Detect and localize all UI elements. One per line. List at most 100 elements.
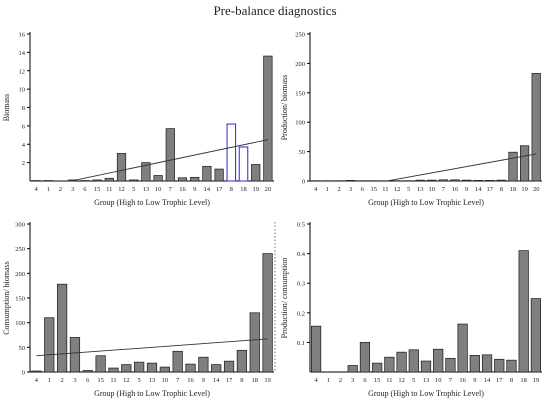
y-tick-label: 100 <box>295 120 305 127</box>
bar <box>177 177 188 182</box>
bar <box>420 360 432 373</box>
x-tick-label: 7 <box>176 377 180 384</box>
bar <box>251 164 261 182</box>
bar <box>57 283 68 373</box>
x-tick-label: 14 <box>204 186 211 193</box>
x-tick-label: 3 <box>71 186 74 193</box>
x-tick-label: 18 <box>251 377 258 384</box>
x-tick-label: 13 <box>143 186 150 193</box>
bar <box>226 123 237 182</box>
x-tick-label: 15 <box>97 377 104 384</box>
y-tick-label: 250 <box>15 246 25 253</box>
bar <box>129 179 139 182</box>
bar <box>202 165 212 182</box>
x-axis-label: Group (High to Low Trophic Level) <box>368 389 484 398</box>
x-tick-label: 12 <box>118 186 125 193</box>
x-tick-label: 11 <box>382 186 388 193</box>
x-tick-label: 10 <box>162 377 169 384</box>
x-tick-label: 1 <box>48 377 51 384</box>
bar <box>496 179 506 182</box>
bar <box>469 355 480 373</box>
bar <box>359 342 371 373</box>
bar <box>438 179 448 182</box>
trend-line <box>36 338 268 357</box>
y-tick-label: 150 <box>295 90 305 97</box>
bar <box>159 366 170 373</box>
x-tick-label: 8 <box>510 377 513 384</box>
x-tick-label: 2 <box>59 186 62 193</box>
y-tick-label: 0.5 <box>297 222 305 229</box>
x-tick-label: 3 <box>351 377 354 384</box>
x-tick-label: 17 <box>496 377 503 384</box>
x-tick-label: 10 <box>155 186 162 193</box>
bar <box>82 370 93 373</box>
x-tick-label: 16 <box>452 186 459 193</box>
x-tick-label: 18 <box>520 377 527 384</box>
bar <box>311 325 322 373</box>
y-tick-label: 0.4 <box>297 251 306 258</box>
x-tick-label: 14 <box>475 186 482 193</box>
y-tick-label: 16 <box>19 32 26 39</box>
bar <box>531 73 541 182</box>
x-tick-label: 19 <box>264 377 271 384</box>
bar <box>223 360 235 373</box>
y-tick-label: 0.3 <box>297 281 305 288</box>
x-tick-label: 10 <box>429 186 436 193</box>
bar <box>445 358 456 373</box>
bar <box>44 317 55 373</box>
bar <box>165 128 175 182</box>
x-tick-label: 19 <box>252 186 259 193</box>
x-tick-label: 3 <box>349 186 352 193</box>
y-tick-label: 8 <box>22 105 25 112</box>
x-tick-label: 16 <box>187 377 194 384</box>
bar <box>518 250 529 373</box>
bar <box>69 337 81 373</box>
x-tick-label: 9 <box>193 186 196 193</box>
x-tick-label: 17 <box>226 377 233 384</box>
x-tick-label: 16 <box>459 377 466 384</box>
x-tick-label: 14 <box>484 377 491 384</box>
bar <box>508 151 518 182</box>
y-tick-label: 4 <box>22 142 26 149</box>
x-tick-label: 12 <box>398 377 405 384</box>
x-tick-label: 6 <box>363 377 367 384</box>
y-tick-label: 250 <box>295 32 305 39</box>
bar <box>384 356 395 373</box>
bar <box>530 298 541 373</box>
x-tick-label: 14 <box>213 377 220 384</box>
bar <box>372 362 383 373</box>
x-axis-label: Group (High to Low Trophic Level) <box>94 389 210 398</box>
bar <box>104 177 114 182</box>
bar <box>473 180 483 182</box>
y-tick-label: 0 <box>22 370 25 377</box>
bar <box>457 323 468 373</box>
bar <box>481 354 493 373</box>
bar <box>520 145 530 182</box>
x-tick-label: 6 <box>83 186 87 193</box>
y-tick-label: 50 <box>299 149 306 156</box>
bar <box>141 162 151 182</box>
x-tick-label: 4 <box>35 377 39 384</box>
y-axis-label: Biomass <box>2 94 11 122</box>
bar <box>236 349 247 373</box>
x-axis-label: Group (High to Low Trophic Level) <box>368 198 484 207</box>
bar <box>462 179 472 182</box>
x-tick-label: 12 <box>394 186 401 193</box>
x-tick-label: 11 <box>106 186 112 193</box>
x-tick-label: 12 <box>123 377 130 384</box>
bar <box>214 168 224 182</box>
x-tick-label: 6 <box>361 186 365 193</box>
x-tick-label: 15 <box>374 377 381 384</box>
bar <box>238 146 249 182</box>
figure-title: Pre-balance diagnostics <box>213 3 337 18</box>
bar <box>172 350 183 373</box>
x-tick-label: 2 <box>60 377 63 384</box>
x-tick-label: 6 <box>86 377 90 384</box>
x-tick-label: 7 <box>169 186 173 193</box>
x-tick-label: 2 <box>337 186 340 193</box>
x-tick-label: 20 <box>265 186 272 193</box>
x-tick-label: 5 <box>407 186 410 193</box>
y-tick-label: 14 <box>19 50 26 57</box>
x-tick-label: 1 <box>326 186 329 193</box>
